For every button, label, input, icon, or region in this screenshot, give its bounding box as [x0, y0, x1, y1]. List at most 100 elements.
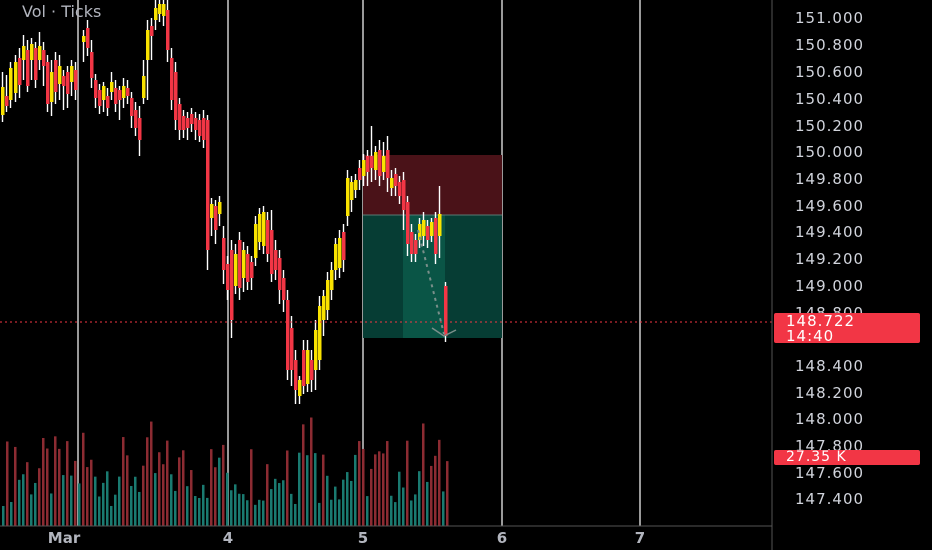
candle-body [226, 264, 230, 290]
volume-bar [206, 497, 209, 526]
price-tick-label: 150.600 [795, 63, 864, 81]
candle-body [98, 90, 102, 106]
candle-body [210, 204, 214, 218]
volume-bar [82, 432, 85, 526]
volume-bar [62, 475, 65, 526]
candle-body [222, 238, 226, 270]
candle-body [194, 118, 198, 130]
candle-body [410, 232, 414, 254]
candle-body [278, 258, 282, 290]
volume-bar [50, 493, 53, 526]
candle-body [286, 300, 290, 370]
volume-bar [382, 453, 385, 526]
candle-body [158, 4, 162, 14]
candle-body [434, 218, 438, 254]
candle-body [374, 152, 378, 170]
volume-bar [54, 436, 57, 526]
volume-bar [282, 480, 285, 526]
candle-body [422, 220, 426, 236]
volume-bar [174, 490, 177, 526]
volume-bar [98, 496, 101, 526]
candle-body [14, 62, 18, 93]
volume-bar [434, 455, 437, 526]
volume-bar [162, 464, 165, 526]
time-axis[interactable]: Mar 4 5 6 7 [48, 529, 645, 547]
volume-bar [266, 464, 269, 526]
volume-indicator-label[interactable]: Vol · Ticks [22, 2, 102, 21]
price-tick-label: 150.200 [795, 117, 864, 135]
volume-bar [406, 440, 409, 526]
candle-body [338, 238, 342, 268]
volume-bar [182, 450, 185, 526]
volume-bar [178, 457, 181, 526]
candle-body [190, 114, 194, 124]
volume-bar [234, 484, 237, 526]
volume-bar [270, 489, 273, 526]
price-tick-label: 150.000 [795, 143, 864, 161]
candle-body [206, 120, 210, 250]
price-tick-label: 147.600 [795, 464, 864, 482]
price-axis[interactable]: 151.000 150.800 150.600 150.400 150.200 150.0… [795, 9, 864, 508]
volume-bar [442, 491, 445, 526]
volume-bar [138, 491, 141, 526]
candle-body [182, 116, 186, 130]
candle-body [9, 68, 13, 100]
volume-bar [290, 493, 293, 526]
volume-bar [298, 452, 301, 526]
candle-body [50, 72, 54, 102]
volume-bar [278, 483, 281, 526]
candle-body [38, 46, 42, 60]
volume-bar [318, 502, 321, 526]
candle-body [386, 150, 390, 178]
time-tick-label: Mar [48, 529, 81, 547]
volume-bar [410, 500, 413, 526]
volume-bar [70, 475, 73, 526]
candle-body [298, 380, 302, 396]
candle-body [30, 44, 34, 60]
candle-body [406, 202, 410, 244]
volume-bar [106, 471, 109, 526]
candle-body [102, 86, 106, 100]
candle-body [246, 254, 250, 282]
volume-bar [158, 452, 161, 526]
volume-bar [230, 490, 233, 526]
volume-bar [370, 468, 373, 526]
volume-bar [110, 505, 113, 526]
volume-bar [154, 473, 157, 526]
candle-body [142, 76, 146, 98]
volume-bar [242, 494, 245, 526]
candle-body [58, 66, 62, 84]
volume-bar [46, 448, 49, 526]
volume-bar [286, 450, 289, 526]
volume-bar [130, 486, 133, 526]
volume-bar [214, 467, 217, 526]
candle-body [394, 174, 398, 186]
candle-body [238, 240, 242, 288]
candle-body [42, 50, 46, 66]
volume-bar [446, 461, 449, 526]
candle-body [242, 250, 246, 278]
volume-bar [418, 471, 421, 526]
volume-bar [166, 440, 169, 526]
candle-body [314, 330, 318, 370]
volume-bar [74, 460, 77, 526]
volume-bar [210, 449, 213, 526]
position-zones[interactable] [363, 155, 502, 338]
volume-bar [170, 474, 173, 526]
candle-body [390, 178, 394, 188]
candle-body [146, 30, 150, 60]
volume-bar [142, 465, 145, 526]
volume-bar [254, 504, 257, 526]
volume-bar [322, 454, 325, 526]
candle-body [5, 96, 9, 106]
volume-bar [198, 497, 201, 526]
volume-bar [338, 499, 341, 526]
volume-bar [302, 424, 305, 526]
current-price-value: 148.722 [786, 312, 856, 330]
candle-body [294, 360, 298, 390]
candle-body [342, 232, 346, 260]
volume-bar [386, 441, 389, 526]
candle-body [90, 52, 94, 78]
candle-body [110, 82, 114, 92]
